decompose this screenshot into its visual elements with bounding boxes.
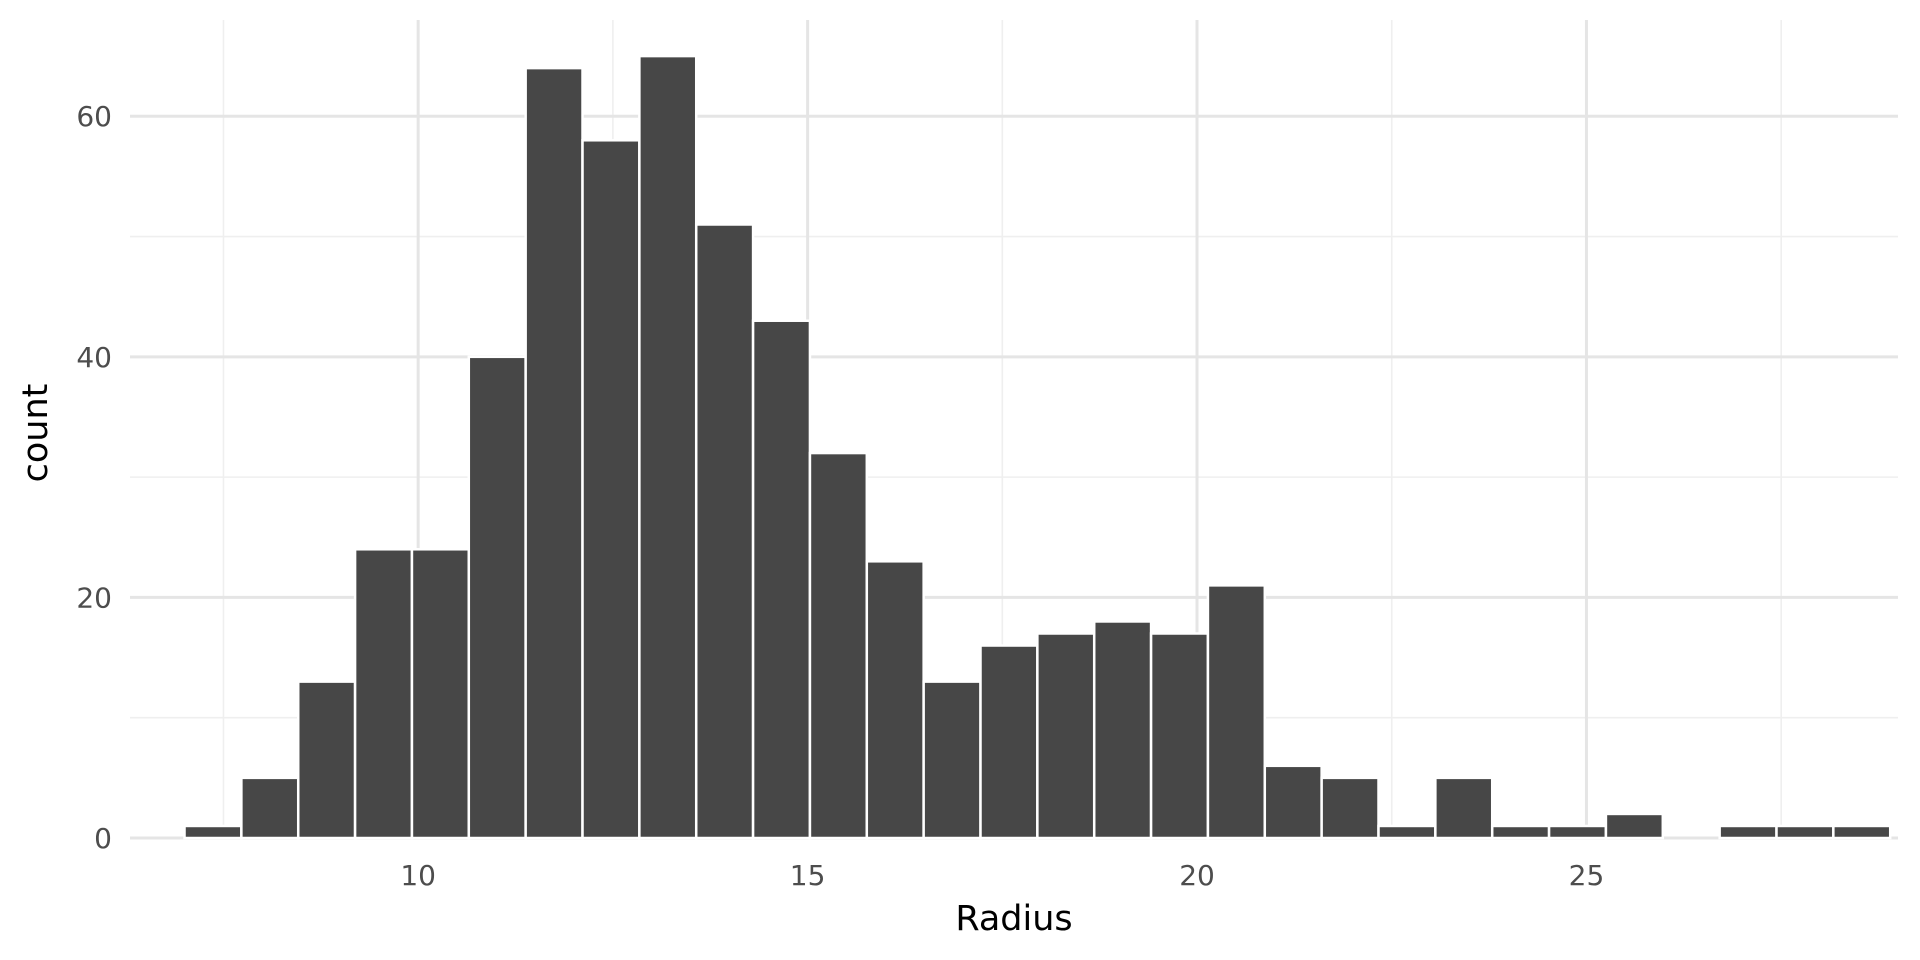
histogram-bar	[524, 66, 584, 840]
histogram-bar	[240, 776, 300, 840]
histogram-bar	[1832, 824, 1892, 840]
histogram-bar	[296, 680, 357, 840]
x-tick-label: 20	[1179, 859, 1215, 892]
histogram-bar	[1547, 824, 1608, 840]
histogram-bar	[808, 451, 869, 840]
histogram-bar	[638, 54, 698, 840]
histogram-bar	[1604, 812, 1665, 840]
histogram-bar	[467, 355, 527, 840]
histogram-bar	[1434, 776, 1494, 840]
y-tick-label: 60	[76, 100, 112, 133]
histogram-bar	[1775, 824, 1835, 840]
x-axis-title: Radius	[955, 899, 1072, 939]
histogram-bar	[1718, 824, 1778, 840]
histogram-bar	[922, 680, 982, 840]
histogram-bar	[751, 319, 812, 840]
histogram-bar	[353, 548, 414, 840]
histogram-bar	[865, 560, 925, 840]
histogram-bar	[1263, 764, 1323, 840]
histogram-bar	[410, 548, 471, 840]
histogram-bar	[1377, 824, 1437, 840]
x-tick-label: 10	[400, 859, 436, 892]
x-tick-label: 25	[1569, 859, 1605, 892]
y-axis-title: count	[16, 384, 56, 483]
histogram-bar	[1490, 824, 1551, 840]
x-tick-label: 15	[790, 859, 826, 892]
histogram-bars	[183, 54, 1892, 840]
histogram-bar	[1206, 584, 1267, 840]
histogram-bar	[581, 139, 641, 840]
histogram-bar	[1092, 620, 1153, 840]
histogram-bar	[183, 824, 243, 840]
y-tick-labels: 0 20 40 60	[76, 100, 112, 855]
x-tick-labels: 10 15 20 25	[400, 859, 1604, 892]
y-tick-label: 0	[94, 822, 112, 855]
histogram-bar	[1036, 632, 1096, 840]
histogram-bar	[1149, 632, 1210, 840]
histogram-bar	[694, 223, 755, 840]
y-tick-label: 40	[76, 341, 112, 374]
histogram-bar	[1320, 776, 1380, 840]
y-tick-label: 20	[76, 581, 112, 614]
histogram-bar	[979, 644, 1039, 840]
